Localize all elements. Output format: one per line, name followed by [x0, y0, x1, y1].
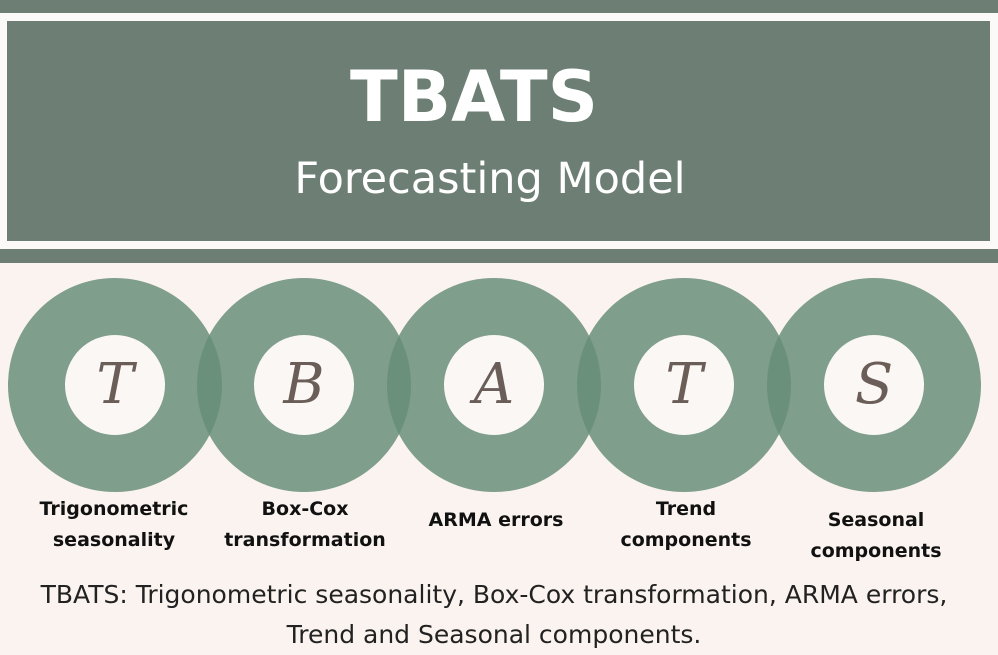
ring-trend: T — [577, 278, 791, 492]
ring-arma: A — [387, 278, 601, 492]
label-arma-errors: ARMA errors — [391, 505, 601, 536]
label-line: seasonality — [52, 529, 176, 551]
page-title: TBATS — [349, 56, 598, 138]
ring-letter-a: A — [473, 352, 515, 417]
ring-hole: S — [824, 335, 924, 435]
label-line: ARMA errors — [428, 509, 564, 531]
label-line: components — [620, 529, 752, 551]
ring-box-cox: B — [197, 278, 411, 492]
ring-hole: T — [65, 335, 165, 435]
label-line: Box-Cox — [261, 498, 349, 520]
ring-letter-t2: T — [665, 352, 703, 417]
label-line: transformation — [224, 529, 386, 551]
ring-letter-s: S — [854, 352, 894, 417]
page-subtitle: Forecasting Model — [294, 154, 686, 204]
label-box-cox-transformation: Box-Cox transformation — [200, 494, 410, 556]
ring-hole: B — [254, 335, 354, 435]
ring-hole: A — [444, 335, 544, 435]
ring-letter-t: T — [96, 352, 134, 417]
label-trigonometric-seasonality: Trigonometric seasonality — [9, 494, 219, 556]
label-line: components — [810, 540, 942, 562]
ring-hole: T — [634, 335, 734, 435]
title-banner: TBATS Forecasting Model — [0, 0, 998, 263]
ring-trigonometric: T — [8, 278, 222, 492]
banner-panel — [7, 21, 990, 241]
ring-seasonal: S — [767, 278, 981, 492]
label-seasonal-components: Seasonal components — [771, 505, 981, 567]
ring-letter-b: B — [283, 352, 325, 417]
label-line: Seasonal — [827, 509, 925, 531]
caption-text: TBATS: Trigonometric seasonality, Box-Co… — [40, 580, 948, 649]
component-rings: T B A T S — [0, 270, 998, 500]
label-line: Trend — [655, 498, 717, 520]
label-line: Trigonometric — [39, 498, 189, 520]
label-trend-components: Trend components — [581, 494, 791, 556]
